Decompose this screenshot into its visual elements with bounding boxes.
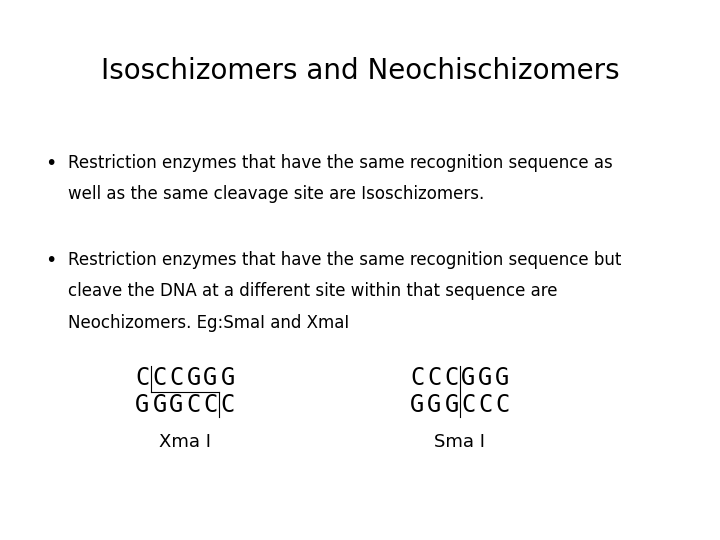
Text: Restriction enzymes that have the same recognition sequence as: Restriction enzymes that have the same r…: [68, 154, 613, 172]
Text: C: C: [428, 366, 441, 390]
Text: C: C: [186, 393, 201, 417]
Text: well as the same cleavage site are Isoschizomers.: well as the same cleavage site are Isosc…: [68, 185, 485, 203]
Text: G: G: [495, 366, 510, 390]
Text: C: C: [153, 366, 166, 390]
Text: Xma I: Xma I: [159, 433, 211, 451]
Text: C: C: [169, 366, 184, 390]
Text: G: G: [135, 393, 150, 417]
Text: •: •: [45, 251, 56, 270]
Text: G: G: [444, 393, 459, 417]
Text: G: G: [462, 366, 476, 390]
Text: C: C: [135, 366, 150, 390]
Text: G: G: [478, 366, 492, 390]
Text: Restriction enzymes that have the same recognition sequence but: Restriction enzymes that have the same r…: [68, 251, 622, 269]
Text: C: C: [462, 393, 476, 417]
Text: C: C: [495, 393, 510, 417]
Text: cleave the DNA at a different site within that sequence are: cleave the DNA at a different site withi…: [68, 282, 558, 300]
Text: Isoschizomers and Neochischizomers: Isoschizomers and Neochischizomers: [101, 57, 619, 85]
Text: C: C: [220, 393, 235, 417]
Text: C: C: [444, 366, 459, 390]
Text: G: G: [153, 393, 166, 417]
Text: G: G: [428, 393, 441, 417]
Text: Sma I: Sma I: [434, 433, 485, 451]
Text: G: G: [186, 366, 201, 390]
Text: G: G: [203, 366, 217, 390]
Text: C: C: [410, 366, 425, 390]
Text: G: G: [169, 393, 184, 417]
Text: Neochizomers. Eg:SmaI and XmaI: Neochizomers. Eg:SmaI and XmaI: [68, 314, 350, 332]
Text: G: G: [410, 393, 425, 417]
Text: •: •: [45, 154, 56, 173]
Text: C: C: [478, 393, 492, 417]
Text: G: G: [220, 366, 235, 390]
Text: C: C: [203, 393, 217, 417]
